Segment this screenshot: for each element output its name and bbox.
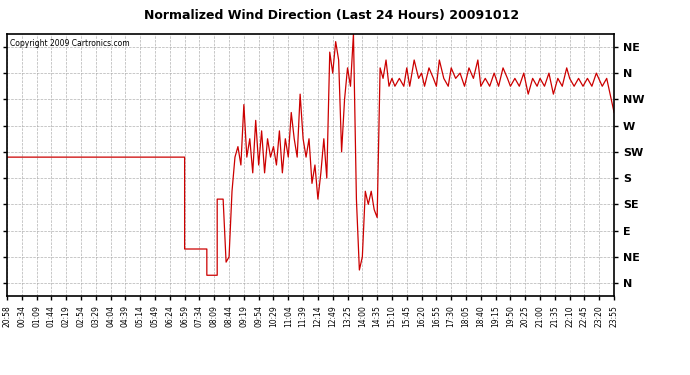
Text: Normalized Wind Direction (Last 24 Hours) 20091012: Normalized Wind Direction (Last 24 Hours… <box>144 9 519 22</box>
Text: Copyright 2009 Cartronics.com: Copyright 2009 Cartronics.com <box>10 39 130 48</box>
